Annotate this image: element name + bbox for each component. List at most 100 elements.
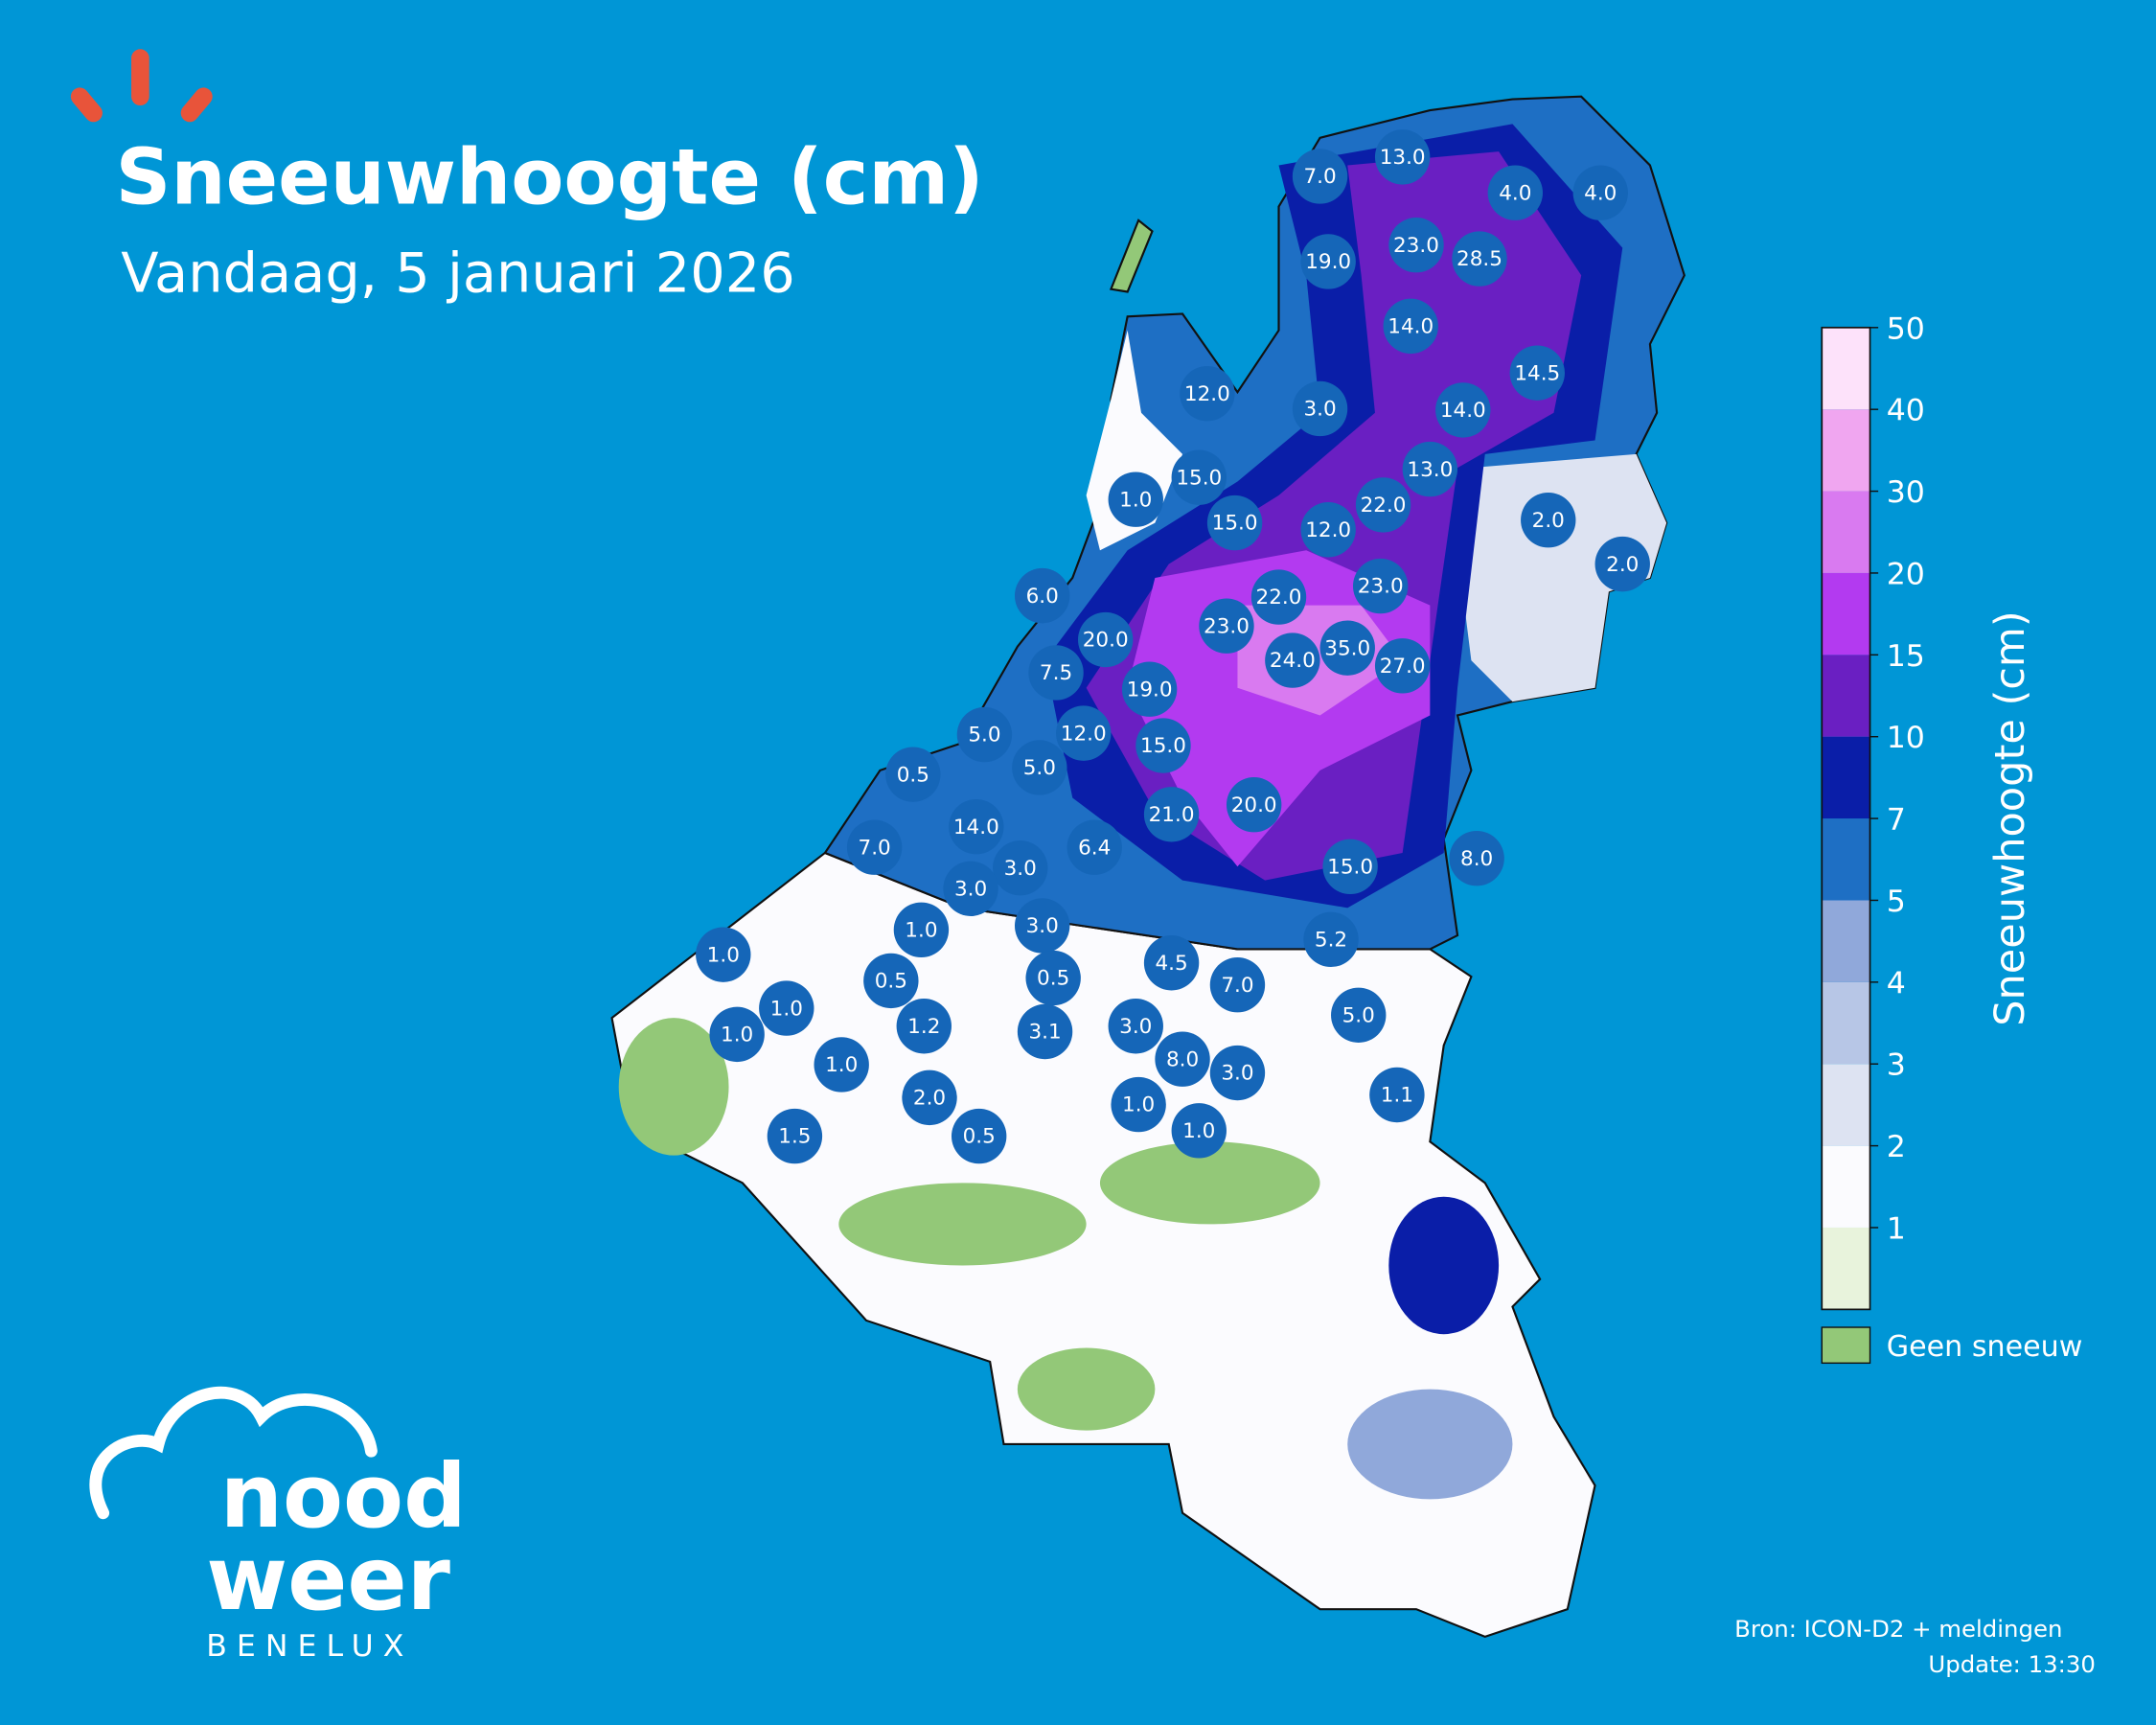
station-label: 4.5	[1155, 952, 1187, 976]
station-label: 20.0	[1231, 794, 1277, 817]
station-marker	[1509, 345, 1565, 401]
station-marker	[896, 999, 952, 1054]
legend-tick-label: 30	[1887, 475, 1925, 510]
station-label: 5.0	[1023, 756, 1056, 780]
station-marker	[1111, 1076, 1166, 1133]
station-marker	[1374, 638, 1431, 694]
station-label: 7.5	[1040, 661, 1072, 685]
logo-text: nood	[220, 1445, 467, 1548]
station-marker	[1012, 740, 1067, 795]
station-marker	[956, 706, 1013, 763]
station-marker	[1180, 365, 1235, 422]
subtitle: Vandaag, 5 januari 2026	[121, 241, 794, 305]
station-marker	[1435, 382, 1491, 438]
legend-tick-label: 10	[1887, 721, 1925, 755]
station-marker	[1265, 632, 1320, 688]
station-label: 3.0	[1004, 857, 1037, 881]
station-label: 35.0	[1324, 636, 1370, 660]
legend-swatch	[1822, 572, 1870, 656]
station-label: 8.0	[1460, 847, 1493, 871]
station-label: 1.5	[778, 1125, 811, 1149]
station-marker	[1355, 477, 1411, 533]
station-label: 3.1	[1028, 1021, 1061, 1045]
legend-swatch	[1822, 1064, 1870, 1146]
station-marker	[902, 1070, 957, 1126]
legend-swatch	[1822, 736, 1870, 819]
station-marker	[1300, 502, 1356, 558]
station-label: 2.0	[1532, 509, 1565, 533]
station-label: 19.0	[1305, 250, 1351, 274]
station-label: 3.0	[1026, 914, 1059, 938]
station-marker	[1369, 1067, 1425, 1123]
legend-tick-label: 3	[1887, 1048, 1906, 1083]
station-marker	[767, 1108, 823, 1164]
station-marker	[1121, 661, 1178, 717]
station-label: 15.0	[1327, 855, 1373, 879]
station-label: 27.0	[1380, 655, 1426, 678]
station-label: 20.0	[1083, 629, 1129, 653]
station-label: 7.0	[1303, 165, 1336, 189]
station-label: 1.0	[721, 1024, 753, 1047]
spark-icon	[70, 49, 213, 123]
legend-tick-label: 5	[1887, 885, 1906, 919]
station-label: 12.0	[1061, 722, 1107, 746]
station-marker	[1250, 569, 1307, 625]
stations: 7.0 13.0 4.0 4.0 19.0 23.0 28.5 14.0 14.5 12.0 3.0…	[696, 129, 1650, 1164]
station-marker	[1319, 620, 1375, 676]
station-label: 0.5	[875, 970, 907, 994]
station-marker	[1402, 441, 1458, 497]
station-marker	[1292, 149, 1348, 204]
station-label: 4.0	[1499, 181, 1531, 205]
station-marker	[885, 747, 941, 802]
station-label: 13.0	[1407, 458, 1453, 482]
station-marker	[1155, 1031, 1210, 1087]
station-label: 21.0	[1149, 803, 1195, 827]
station-marker	[1388, 218, 1444, 273]
station-marker	[1078, 611, 1134, 668]
station-marker	[1135, 718, 1191, 773]
station-marker	[1487, 165, 1544, 220]
legend-swatch	[1822, 655, 1870, 737]
station-label: 1.0	[1119, 488, 1152, 512]
legend-swatch	[1822, 491, 1870, 573]
station-label: 14.0	[1388, 315, 1434, 339]
source: Bron: ICON-D2 + meldingen	[1734, 1615, 2062, 1643]
station-label: 22.0	[1256, 586, 1302, 610]
legend: 1 2 3 4 5 7 10 15 20 30 40 50 Sneeuwhoogte (cm) Geen …	[1821, 311, 2082, 1364]
legend-tick-label: 2	[1887, 1130, 1906, 1164]
station-marker	[1171, 1103, 1227, 1159]
station-marker	[1209, 1045, 1266, 1101]
station-label: 5.0	[968, 724, 1000, 748]
station-marker	[1322, 839, 1378, 895]
logo-text: BENELUX	[206, 1629, 413, 1664]
station-marker	[1331, 987, 1387, 1043]
station-label: 6.0	[1026, 585, 1059, 609]
station-label: 24.0	[1270, 649, 1316, 673]
station-label: 4.0	[1584, 181, 1617, 205]
station-marker	[1028, 645, 1084, 701]
station-label: 1.2	[907, 1015, 940, 1039]
station-label: 3.0	[1221, 1062, 1253, 1086]
station-label: 19.0	[1127, 678, 1173, 702]
legend-tick-label: 40	[1887, 394, 1925, 428]
station-label: 0.5	[963, 1125, 996, 1149]
station-label: 6.4	[1078, 836, 1111, 860]
station-label: 5.0	[1342, 1003, 1375, 1027]
station-label: 0.5	[1037, 967, 1069, 991]
station-label: 23.0	[1358, 575, 1404, 599]
legend-title: Sneeuwhoogte (cm)	[1986, 610, 2034, 1025]
station-marker	[1452, 231, 1507, 287]
station-label: 22.0	[1361, 494, 1407, 518]
station-label: 7.0	[859, 836, 891, 860]
legend-swatch	[1822, 818, 1870, 901]
update-time: Update: 13:30	[1928, 1650, 2095, 1678]
station-marker	[1594, 536, 1650, 592]
station-label: 8.0	[1166, 1047, 1199, 1071]
station-label: 3.0	[1119, 1015, 1152, 1039]
title: Sneeuwhoogte (cm)	[116, 132, 984, 222]
station-label: 1.0	[1182, 1119, 1215, 1143]
station-label: 3.0	[954, 877, 987, 901]
station-marker	[1017, 1003, 1073, 1060]
station-label: 1.0	[825, 1053, 858, 1077]
